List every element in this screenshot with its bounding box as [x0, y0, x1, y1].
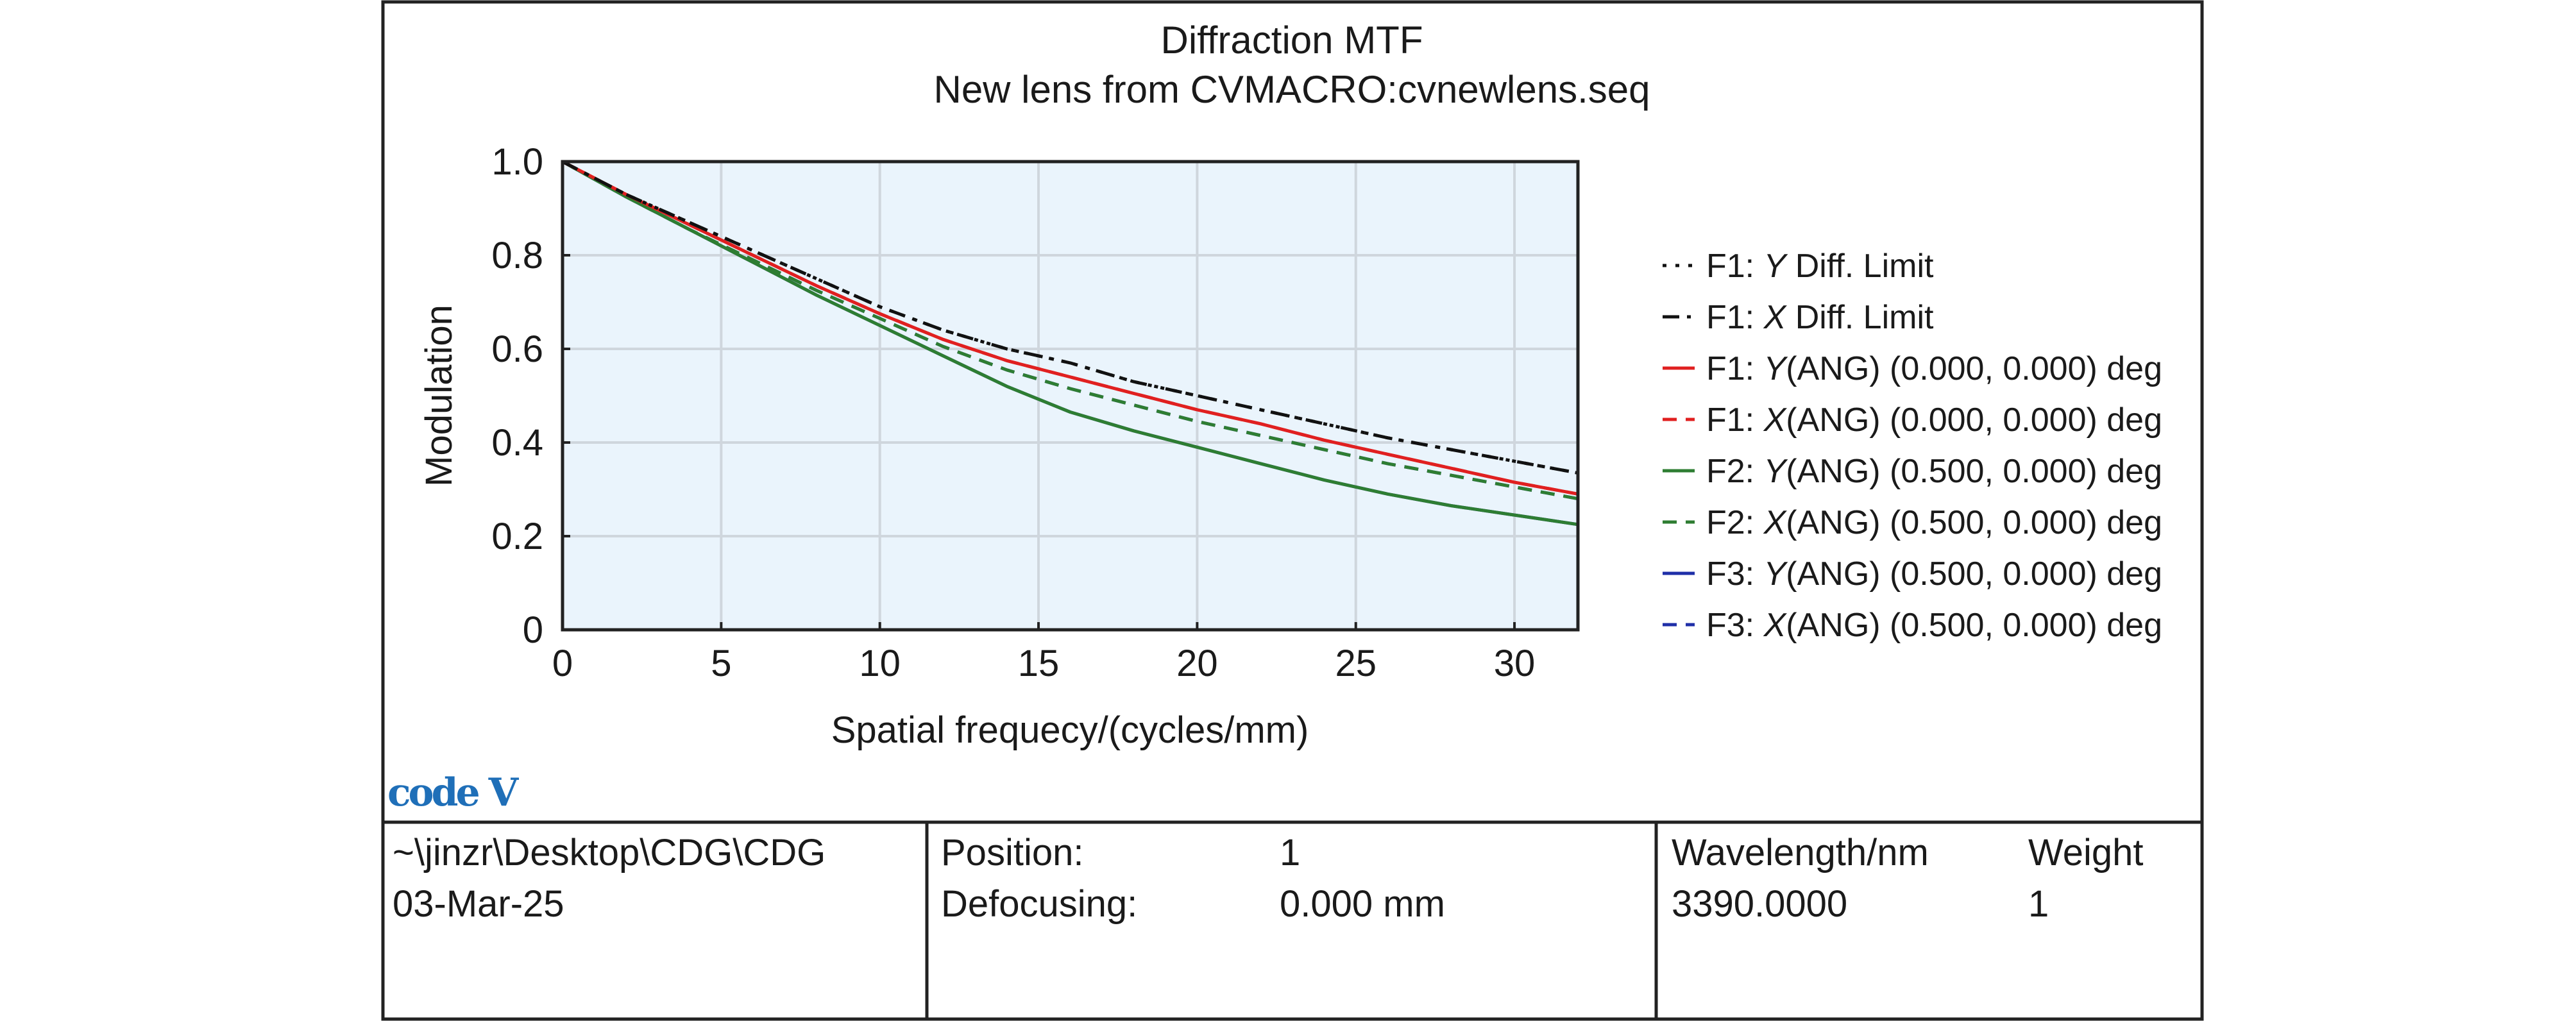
legend-label: F1: X Diff. Limit	[1706, 299, 1934, 336]
footer-position-info: Position: 1 Defocusing: 0.000 mm	[927, 827, 1656, 1020]
footer-defocusing-value: 0.000 mm	[1280, 883, 1445, 925]
codev-logo: code V	[387, 770, 522, 815]
y-axis-label: Modulation	[418, 305, 460, 487]
y-tick-label: 1.0	[491, 141, 543, 183]
y-tick-label: 0	[523, 609, 543, 651]
y-tick-label: 0.6	[491, 328, 543, 370]
footer-file-info: ~\jinzr\Desktop\CDG\CDG 03-Mar-25	[381, 827, 927, 1020]
series-line	[561, 160, 1579, 496]
legend: F1: Y Diff. Limit F1: X Diff. Limit F1: Y(…	[1663, 248, 2162, 644]
chart-title: Diffraction MTF	[1161, 19, 1423, 62]
footer-date: 03-Mar-25	[393, 883, 564, 925]
footer-weight-value: 1	[2028, 883, 2049, 925]
footer-wavelength-label: Wavelength/nm	[1672, 832, 1929, 873]
series-line	[561, 160, 1579, 527]
x-tick-label: 0	[552, 643, 573, 684]
series-line	[561, 160, 1579, 475]
footer-defocusing-label: Defocusing:	[941, 883, 1138, 925]
mtf-report: Diffraction MTF New lens from CVMACRO:cv…	[381, 0, 2204, 1021]
x-tick-label: 30	[1494, 643, 1536, 684]
footer-position-value: 1	[1280, 832, 1301, 873]
axis-ticks: 0 5 10 15 20 25 30 0 0.2 0.4 0.6 0.8 1.0	[491, 141, 1535, 684]
plot-area	[563, 162, 1578, 630]
x-tick-label: 10	[859, 643, 901, 684]
codev-logo-text: code V	[387, 770, 520, 815]
x-tick-label: 5	[711, 643, 731, 684]
y-tick-label: 0.4	[491, 422, 543, 464]
legend-label: F3: X(ANG) (0.500, 0.000) deg	[1706, 607, 2162, 644]
footer-wavelength-value: 3390.0000	[1672, 883, 1848, 925]
mtf-chart: Diffraction MTF New lens from CVMACRO:cv…	[381, 0, 2204, 1021]
x-tick-label: 20	[1176, 643, 1218, 684]
legend-label: F2: Y(ANG) (0.500, 0.000) deg	[1706, 453, 2162, 490]
plot-frame	[561, 160, 1580, 632]
x-axis-label: Spatial frequecy/(cycles/mm)	[831, 709, 1309, 751]
x-tick-label: 25	[1335, 643, 1377, 684]
x-tick-label: 15	[1018, 643, 1060, 684]
footer-position-label: Position:	[941, 832, 1084, 873]
legend-label: F1: Y Diff. Limit	[1706, 248, 1934, 285]
footer-wavelength-info: Wavelength/nm Weight 3390.0000 1	[1656, 827, 2202, 1020]
chart-subtitle: New lens from CVMACRO:cvnewlens.seq	[933, 68, 1650, 111]
legend-label: F2: X(ANG) (0.500, 0.000) deg	[1706, 504, 2162, 541]
report-border	[381, 0, 2204, 1021]
series-lines	[561, 160, 1579, 527]
legend-label: F1: X(ANG) (0.000, 0.000) deg	[1706, 401, 2162, 439]
legend-label: F3: Y(ANG) (0.500, 0.000) deg	[1706, 555, 2162, 593]
y-tick-label: 0.8	[491, 235, 543, 276]
footer-weight-label: Weight	[2028, 832, 2144, 873]
y-tick-label: 0.2	[491, 516, 543, 557]
legend-label: F1: Y(ANG) (0.000, 0.000) deg	[1706, 350, 2162, 387]
footer-path: ~\jinzr\Desktop\CDG\CDG	[393, 832, 826, 873]
